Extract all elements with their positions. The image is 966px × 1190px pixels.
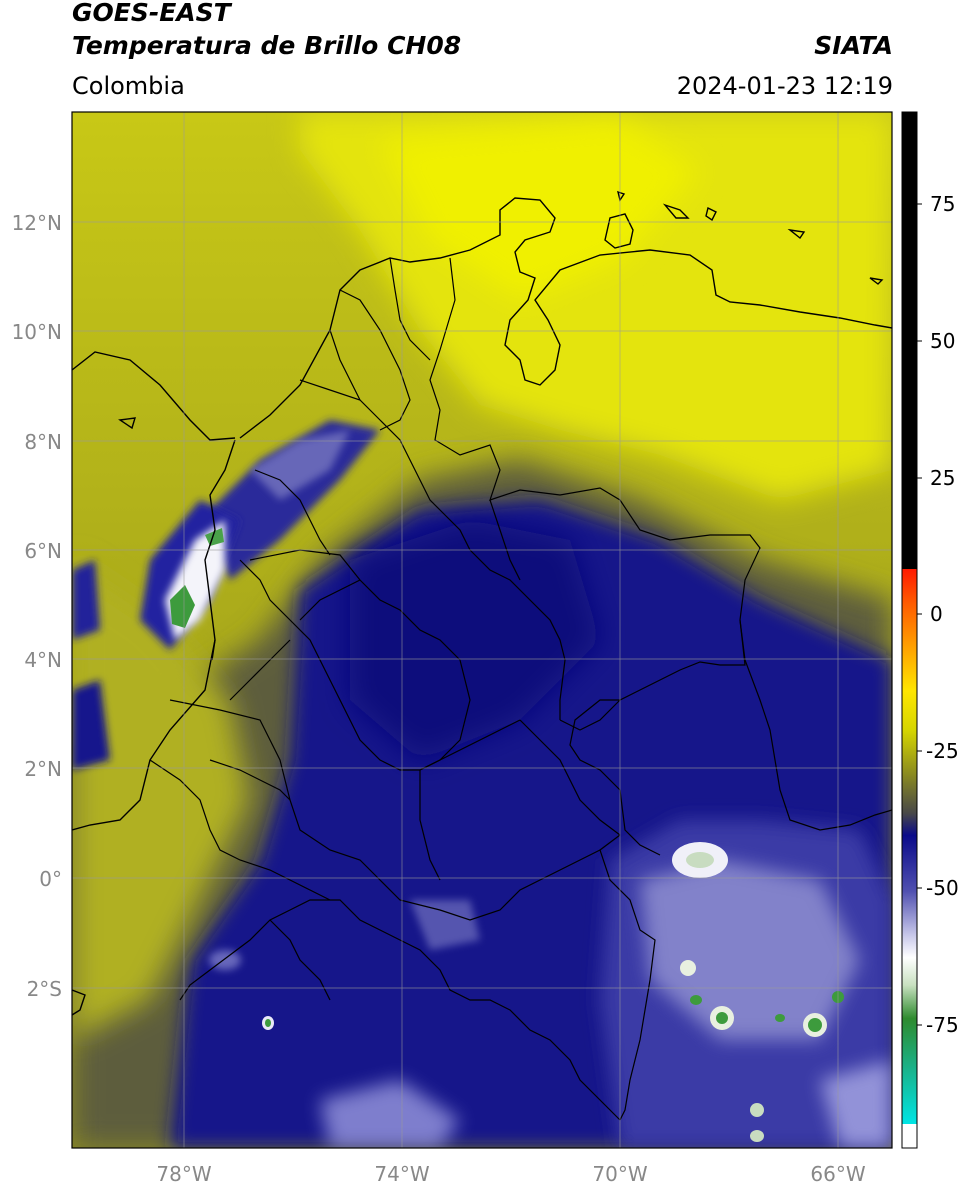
lon-label-70w: 70°W — [592, 1162, 647, 1186]
lat-label-2n: 2°N — [24, 757, 62, 781]
brightness-temperature-field — [72, 112, 892, 1148]
colorbar-tick-25: 25 — [930, 466, 955, 490]
product-title: Temperatura de Brillo CH08 — [72, 31, 462, 60]
lat-label-4n: 4°N — [24, 648, 62, 672]
lon-label-66w: 66°W — [810, 1162, 865, 1186]
colorbar-black-segment — [902, 112, 917, 569]
colorbar-tick-neg75: -75 — [926, 1013, 959, 1037]
longitude-labels: 78°W 74°W 70°W 66°W — [156, 1162, 865, 1186]
timestamp-label: 2024-01-23 12:19 — [676, 72, 893, 100]
colorbar: 75 50 25 0 -25 -50 -75 — [901, 111, 959, 1149]
lat-label-8n: 8°N — [24, 430, 62, 454]
brand-label: SIATA — [814, 31, 893, 60]
colorbar-gradient — [902, 569, 917, 1124]
map-frame — [71, 111, 893, 1149]
lat-label-12n: 12°N — [12, 211, 62, 235]
lat-label-10n: 10°N — [12, 320, 62, 344]
colorbar-tick-50: 50 — [930, 329, 955, 353]
colorbar-white-segment — [902, 1124, 917, 1148]
colorbar-tick-0: 0 — [930, 602, 943, 626]
lon-label-78w: 78°W — [156, 1162, 211, 1186]
lat-label-6n: 6°N — [24, 539, 62, 563]
colorbar-tick-neg25: -25 — [926, 739, 959, 763]
lat-label-0: 0° — [39, 867, 62, 891]
satellite-title: GOES-EAST — [72, 0, 231, 27]
region-label: Colombia — [72, 72, 185, 100]
latitude-labels: 12°N 10°N 8°N 6°N 4°N 2°N 0° 2°S — [12, 211, 62, 1001]
colorbar-tick-neg50: -50 — [926, 876, 959, 900]
lon-label-74w: 74°W — [374, 1162, 429, 1186]
colorbar-tick-75: 75 — [930, 192, 955, 216]
lat-label-2s: 2°S — [27, 977, 62, 1001]
